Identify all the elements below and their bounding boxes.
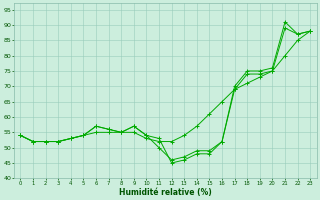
X-axis label: Humidité relative (%): Humidité relative (%) xyxy=(119,188,212,197)
